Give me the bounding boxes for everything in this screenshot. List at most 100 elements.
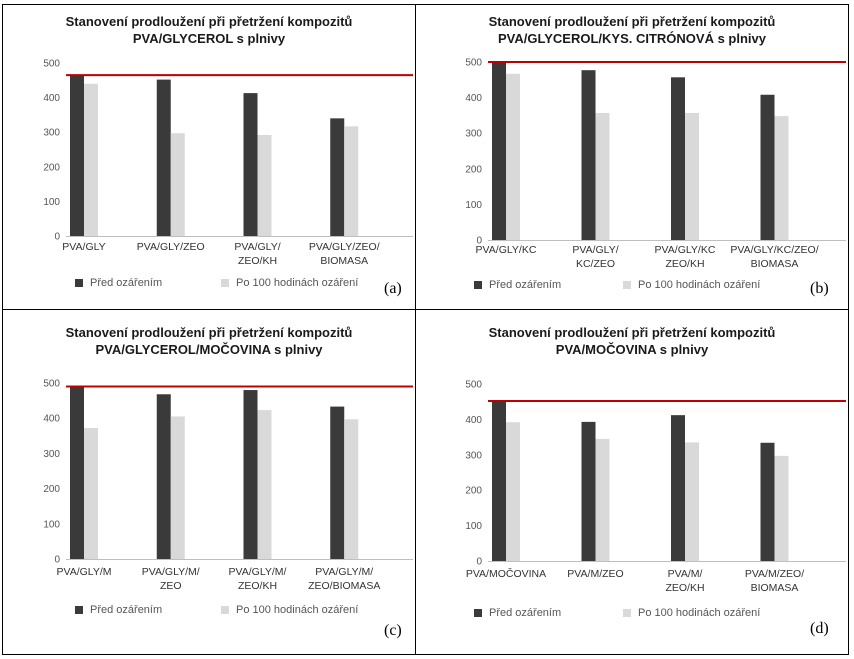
chart-panel-b: Stanovení prodloužení při přetržení komp…: [415, 4, 849, 310]
chart-title: Stanovení prodloužení při přetržení komp…: [3, 13, 415, 47]
chart-title-line: PVA/GLYCEROL/MOČOVINA s plnivy: [95, 342, 323, 357]
y-tick-label: 100: [43, 197, 60, 208]
chart-panel-d: Stanovení prodloužení při přetržení komp…: [415, 309, 849, 655]
x-category-label: ZEO/KH: [238, 255, 277, 267]
bar-after: [257, 134, 272, 236]
x-category-label: PVA/M/ZEO/: [745, 568, 804, 580]
y-tick-label: 0: [54, 232, 60, 243]
bar-after: [506, 422, 520, 561]
x-category-label: BIOMASA: [320, 255, 368, 267]
y-tick-label: 400: [465, 93, 482, 104]
legend-swatch: [75, 606, 83, 614]
bar-before: [243, 93, 258, 237]
x-category-label: BIOMASA: [751, 582, 799, 594]
bar-chart: 0 100 200 300 400 500 PVA/GLY/M PVA/GLY/M/ZEO PV…: [43, 379, 413, 592]
y-tick-label: 200: [43, 162, 60, 173]
chart-title: Stanovení prodloužení při přetržení komp…: [416, 13, 848, 47]
y-tick-label: 400: [43, 93, 60, 104]
legend-label: Po 100 hodinách ozáření: [638, 279, 761, 291]
x-category-label: BIOMASA: [751, 258, 799, 270]
x-category-label: PVA/GLY/KC: [476, 244, 537, 256]
bar-after: [170, 416, 185, 559]
panel-label: (d): [810, 620, 829, 637]
x-category-label: ZEO/BIOMASA: [308, 580, 380, 592]
y-tick-label: 0: [476, 236, 482, 247]
chart-panel-c: Stanovení prodloužení při přetržení komp…: [2, 309, 416, 655]
chart-panel-a: Stanovení prodloužení při přetržení komp…: [2, 4, 416, 310]
y-tick-label: 500: [43, 379, 60, 390]
bar-before: [156, 394, 171, 559]
bar-after: [506, 73, 520, 240]
chart-title-line: Stanovení prodloužení při přetržení komp…: [65, 325, 353, 340]
y-tick-label: 500: [465, 380, 482, 391]
y-tick-label: 300: [43, 128, 60, 139]
chart-title-line: Stanovení prodloužení při přetržení komp…: [488, 325, 776, 340]
bar-after: [774, 455, 789, 561]
bar-after: [595, 112, 610, 240]
chart-title-line: PVA/MOČOVINA s plnivy: [555, 342, 709, 357]
y-tick-label: 0: [54, 555, 60, 566]
bar-chart: 0 100 200 300 400 500 PVA/GLY/KC PVA/GLY/KC/ZEO…: [465, 58, 846, 270]
x-category-label: PVA/MOČOVINA: [466, 567, 546, 580]
x-category-label: PVA/GLY/: [572, 244, 618, 256]
bar-after: [774, 116, 789, 240]
bar-chart: 0 100 200 300 400 500 PVA/GLY PVA/GLY/ZEO PVA/GL…: [43, 59, 413, 267]
chart-title-line: PVA/GLYCEROL/KYS. CITRÓNOVÁ s plnivy: [498, 31, 766, 46]
chart-title: Stanovení prodloužení při přetržení komp…: [416, 324, 848, 358]
chart-title: Stanovení prodloužení při přetržení komp…: [3, 324, 415, 358]
legend-entry: Po 100 hodinách ozáření: [623, 279, 760, 291]
y-tick-label: 100: [465, 200, 482, 211]
bar-chart: 0 100 200 300 400 500 PVA/MOČOVINA PVA/M/ZEO PVA…: [465, 380, 846, 594]
panel-label: (c): [384, 622, 402, 639]
chart-title-line: PVA/GLYCEROL s plnivy: [132, 31, 286, 46]
x-category-label: PVA/GLY/KC/ZEO/: [730, 244, 818, 256]
legend-swatch: [221, 606, 229, 614]
bar-before: [492, 401, 506, 561]
panel-label: (a): [384, 280, 402, 297]
y-tick-label: 100: [43, 519, 60, 530]
legend-entry: Po 100 hodinách ozáření: [221, 604, 358, 616]
y-tick-label: 300: [465, 129, 482, 140]
y-tick-label: 0: [476, 557, 482, 568]
y-tick-label: 200: [465, 164, 482, 175]
legend-swatch: [221, 279, 229, 287]
legend-swatch: [623, 281, 631, 289]
bar-after: [170, 133, 185, 236]
y-tick-label: 400: [465, 415, 482, 426]
legend-swatch: [474, 281, 482, 289]
bar-before: [671, 415, 685, 561]
bar-after: [84, 428, 98, 559]
x-category-label: PVA/GLY: [62, 241, 105, 253]
legend-entry: Před ozářením: [75, 277, 162, 289]
legend-entry: Po 100 hodinách ozáření: [623, 607, 760, 619]
y-tick-label: 500: [43, 59, 60, 70]
bar-before: [492, 62, 506, 240]
legend-label: Před ozářením: [90, 604, 163, 616]
bar-after: [685, 112, 699, 240]
bar-before: [70, 75, 84, 236]
y-tick-label: 200: [43, 484, 60, 495]
chart-title-line: Stanovení prodloužení při přetržení komp…: [65, 14, 353, 29]
x-category-label: ZEO/KH: [665, 582, 704, 594]
x-category-label: PVA/GLY/M/: [229, 566, 287, 578]
y-tick-label: 300: [465, 450, 482, 461]
legend-label: Po 100 hodinách ozáření: [236, 277, 359, 289]
bar-before: [156, 79, 171, 236]
x-category-label: ZEO: [160, 580, 182, 592]
chart-title-line: Stanovení prodloužení při přetržení komp…: [488, 14, 776, 29]
x-category-label: PVA/GLY/M/: [315, 566, 373, 578]
legend-entry: Před ozářením: [474, 607, 561, 619]
legend-entry: Před ozářením: [75, 604, 162, 616]
bar-after: [257, 410, 272, 559]
legend-swatch: [623, 609, 631, 617]
x-category-label: PVA/M/ZEO: [567, 568, 623, 580]
legend-label: Před ozářením: [489, 279, 562, 291]
bar-before: [243, 390, 258, 559]
x-category-label: ZEO/KH: [238, 580, 277, 592]
bar-before: [760, 94, 775, 240]
bar-before: [581, 421, 596, 561]
bar-after: [344, 419, 359, 559]
x-category-label: PVA/GLY/ZEO: [137, 241, 205, 253]
y-tick-label: 100: [465, 521, 482, 532]
